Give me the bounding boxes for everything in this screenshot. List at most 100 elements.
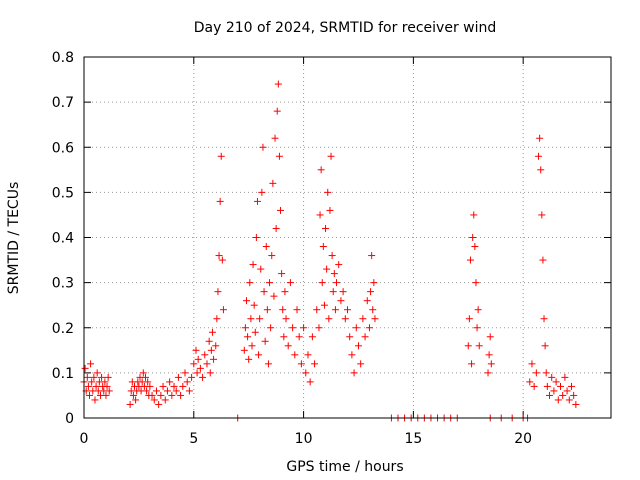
data-point [168,391,176,399]
data-point [541,342,549,350]
data-point [306,378,314,386]
data-point [350,369,358,377]
data-point [526,378,534,386]
data-point [532,369,540,377]
data-point [468,360,476,368]
data-point [105,387,113,395]
data-point [341,315,349,323]
chart-title: Day 210 of 2024, SRMTID for receiver win… [194,20,497,36]
data-point [271,134,279,142]
data-point [253,197,261,205]
data-point [278,270,286,278]
data-point [528,360,536,368]
data-point [317,166,325,174]
data-point [322,224,330,232]
y-tick-label: 0.8 [52,50,74,66]
data-point [277,206,285,214]
data-point [185,387,193,395]
y-tick-label: 0.3 [52,276,74,292]
data-point [188,373,196,381]
data-point [344,306,351,314]
data-point [207,346,215,354]
data-point [196,364,204,372]
data-point [320,301,328,309]
data-point [291,351,299,359]
data-point [469,234,477,241]
data-point [542,369,550,377]
data-point [240,346,248,354]
data-point [295,333,303,341]
data-point [323,265,331,273]
data-point [190,360,198,368]
data-point [129,391,137,399]
data-point [250,301,258,309]
data-point [87,360,95,368]
data-point [256,315,264,323]
data-point [326,206,334,214]
data-point [143,387,151,395]
data-point [357,360,365,368]
data-point [466,256,474,264]
data-point [464,342,472,350]
data-point [319,243,327,251]
data-point [170,382,178,390]
data-point [267,324,275,332]
data-point [208,328,216,336]
data-point [213,315,221,323]
data-point [252,234,260,241]
data-point [363,297,371,305]
data-point [370,279,378,287]
data-point [280,333,288,341]
data-point [132,396,140,404]
data-point [539,256,547,264]
data-point [315,324,323,332]
data-point [485,351,493,359]
data-point [367,288,375,296]
data-point [554,396,562,404]
data-point [561,373,569,381]
data-point [203,360,211,368]
data-point [262,243,270,251]
data-point [259,143,267,151]
data-point [563,387,571,395]
data-point [365,324,373,332]
data-point [266,279,274,287]
data-point [486,333,494,341]
data-point [328,252,336,260]
data-point [152,387,160,395]
data-point [247,315,255,323]
data-point [255,351,263,359]
data-point [324,188,332,196]
data-point [474,306,482,314]
data-point [327,152,335,160]
x-tick-label: 0 [80,431,89,447]
data-point [179,382,187,390]
data-point [244,333,252,341]
data-point [249,261,257,269]
grid [84,57,611,418]
data-point [330,270,338,278]
data-point [300,324,308,332]
data-point [546,391,554,399]
data-point [90,373,98,381]
data-point [181,369,189,377]
data-point [339,288,347,296]
y-tick-label: 0.2 [52,321,74,337]
data-point [548,373,556,381]
data-point [91,396,99,404]
data-point [201,351,209,359]
y-tick-label: 0 [65,411,74,427]
x-tick-label: 5 [189,431,198,447]
data-point [101,378,109,386]
data-point [98,373,106,381]
data-point [337,297,345,305]
x-tick-label: 20 [514,431,532,447]
data-point [487,360,495,368]
data-point [146,382,154,390]
y-tick-label: 0.5 [52,185,74,201]
data-point [331,306,339,314]
data-point [126,400,134,408]
data-point [194,355,202,363]
data-point [565,396,573,404]
